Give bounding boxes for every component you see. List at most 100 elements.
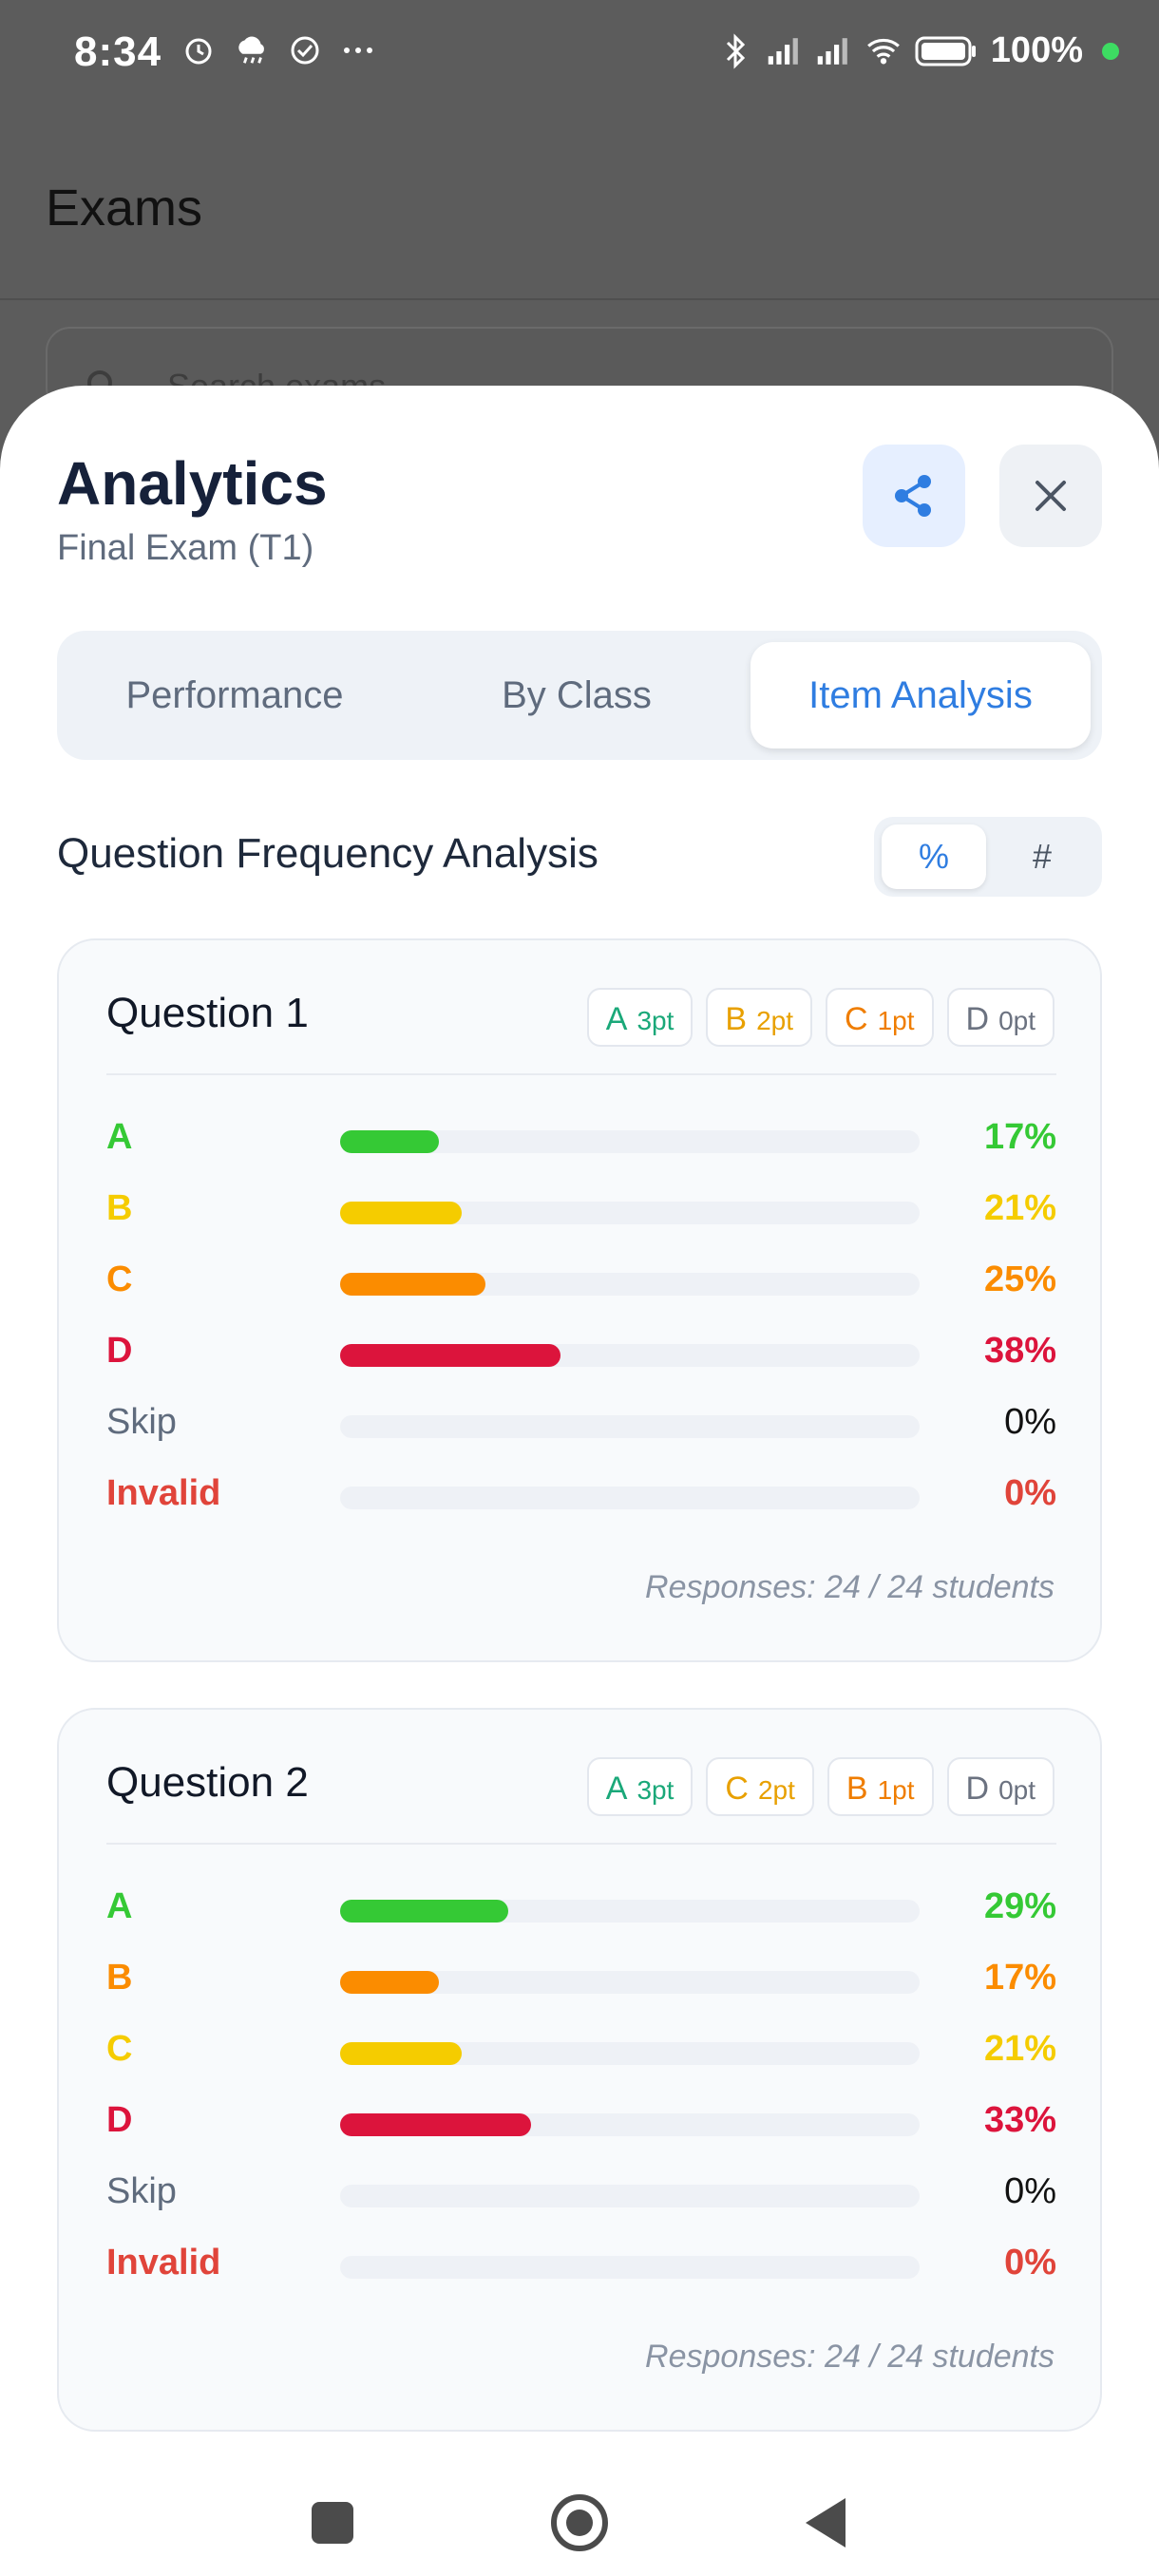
chip-letter: D	[965, 1001, 990, 1037]
answer-key-chip: D 0pt	[946, 988, 1054, 1047]
frequency-bar-track	[340, 1900, 920, 1923]
card-divider	[106, 1073, 1056, 1075]
option-percent: 25%	[983, 1260, 1056, 1299]
display-mode-toggle: % #	[874, 817, 1102, 897]
question-card: Question 2 A 3pt C 2pt B 1pt D 0pt A 29% B 17% C 21% D 3…	[57, 1708, 1102, 2432]
frequency-bar-track	[340, 2185, 920, 2207]
chip-letter: A	[605, 1771, 628, 1807]
chip-letter: B	[846, 1771, 868, 1807]
frequency-row: D 38%	[106, 1321, 1056, 1378]
option-percent: 17%	[983, 1958, 1056, 1998]
answer-key-chip: C 2pt	[706, 1757, 814, 1816]
responses-count: Responses: 24 / 24 students	[645, 1569, 1054, 1605]
card-divider	[106, 1843, 1056, 1845]
tab-performance[interactable]: Performance	[125, 673, 344, 716]
answer-key-chip: A 3pt	[586, 988, 694, 1047]
close-icon	[1036, 481, 1066, 511]
chip-points: 2pt	[756, 1006, 793, 1035]
frequency-bar-fill	[340, 1900, 508, 1923]
question-card: Question 1 A 3pt B 2pt C 1pt D 0pt A 17% B 21% C 25% D 3…	[57, 938, 1102, 1662]
frequency-row: A 29%	[106, 1877, 1056, 1934]
frequency-bar-fill	[340, 2113, 532, 2136]
chip-letter: C	[845, 1001, 868, 1037]
sheet-title: Analytics	[57, 449, 328, 518]
privacy-indicator-dot	[1102, 42, 1119, 60]
answer-key-chips: A 3pt C 2pt B 1pt D 0pt	[586, 1757, 1054, 1816]
option-percent: 17%	[983, 1117, 1056, 1157]
frequency-bar-track	[340, 1202, 920, 1224]
frequency-row: Invalid 0%	[106, 2233, 1056, 2290]
toggle-percent[interactable]: %	[882, 824, 986, 889]
option-label: Invalid	[106, 1473, 221, 1513]
frequency-bar-track	[340, 2113, 920, 2136]
back-button[interactable]	[806, 2498, 846, 2548]
option-label: A	[106, 1117, 133, 1157]
option-percent: 38%	[983, 1331, 1056, 1371]
system-navigation-bar	[0, 2451, 1159, 2576]
option-percent: 0%	[1004, 1402, 1056, 1442]
tab-by-class[interactable]: By Class	[502, 673, 652, 716]
chip-points: 2pt	[757, 1775, 795, 1805]
tab-item-analysis[interactable]: Item Analysis	[750, 642, 1091, 748]
analytics-tabs: Performance By Class Item Analysis	[57, 631, 1102, 760]
status-time: 8:34	[74, 28, 162, 75]
chip-points: 1pt	[877, 1006, 915, 1035]
frequency-bar-fill	[340, 1344, 560, 1367]
frequency-row: Skip 0%	[106, 2162, 1056, 2219]
option-label: B	[106, 1958, 133, 1998]
signal-icon	[767, 33, 803, 69]
toggle-count[interactable]: #	[1032, 837, 1053, 876]
answer-key-chip: B 2pt	[706, 988, 812, 1047]
chip-points: 3pt	[636, 1006, 674, 1035]
wifi-icon	[865, 33, 902, 69]
question-title: Question 1	[106, 990, 309, 1036]
background-divider	[0, 298, 1159, 300]
frequency-bar-fill	[340, 1273, 485, 1296]
frequency-row: C 25%	[106, 1250, 1056, 1307]
answer-key-chip: C 1pt	[826, 988, 934, 1047]
frequency-bar-track	[340, 1344, 920, 1367]
option-percent: 0%	[1004, 1473, 1056, 1513]
home-button[interactable]	[551, 2494, 608, 2551]
responses-count: Responses: 24 / 24 students	[645, 2339, 1054, 2375]
option-label: Skip	[106, 2171, 177, 2211]
frequency-row: B 21%	[106, 1179, 1056, 1236]
status-bar: 8:34 100%	[0, 0, 1159, 104]
recents-button[interactable]	[312, 2502, 353, 2544]
battery-percent: 100%	[990, 30, 1083, 70]
share-button[interactable]	[863, 445, 965, 547]
chip-letter: A	[605, 1001, 628, 1037]
question-title: Question 2	[106, 1759, 309, 1806]
signal-icon	[816, 33, 852, 69]
home-dot-icon	[566, 2510, 593, 2536]
frequency-bar-fill	[340, 1130, 439, 1153]
status-icons-right: 100%	[717, 30, 1119, 71]
option-label: A	[106, 1886, 133, 1926]
analytics-bottom-sheet: Analytics Final Exam (T1) Performance By…	[0, 386, 1159, 2576]
weather-icon	[234, 32, 270, 68]
answer-key-chip: D 0pt	[946, 1757, 1054, 1816]
option-label: D	[106, 2100, 133, 2140]
chip-points: 1pt	[877, 1775, 915, 1805]
check-circle-icon	[287, 32, 323, 68]
frequency-bar-track	[340, 1273, 920, 1296]
option-percent: 29%	[983, 1886, 1056, 1926]
chip-letter: D	[965, 1771, 990, 1807]
option-percent: 0%	[1004, 2243, 1056, 2282]
background-page-title: Exams	[46, 180, 203, 237]
alarm-icon	[180, 32, 217, 68]
frequency-bar-track	[340, 1487, 920, 1509]
frequency-row: Invalid 0%	[106, 1464, 1056, 1521]
battery-icon	[915, 33, 978, 69]
chip-points: 0pt	[998, 1775, 1036, 1805]
frequency-row: A 17%	[106, 1108, 1056, 1165]
chip-letter: C	[725, 1771, 749, 1807]
option-percent: 21%	[983, 1188, 1056, 1228]
close-button[interactable]	[999, 445, 1102, 547]
option-percent: 21%	[983, 2029, 1056, 2069]
frequency-row: Skip 0%	[106, 1392, 1056, 1449]
option-label: C	[106, 2029, 133, 2069]
answer-key-chip: B 1pt	[826, 1757, 934, 1816]
option-label: Skip	[106, 1402, 177, 1442]
bluetooth-icon	[717, 32, 753, 69]
